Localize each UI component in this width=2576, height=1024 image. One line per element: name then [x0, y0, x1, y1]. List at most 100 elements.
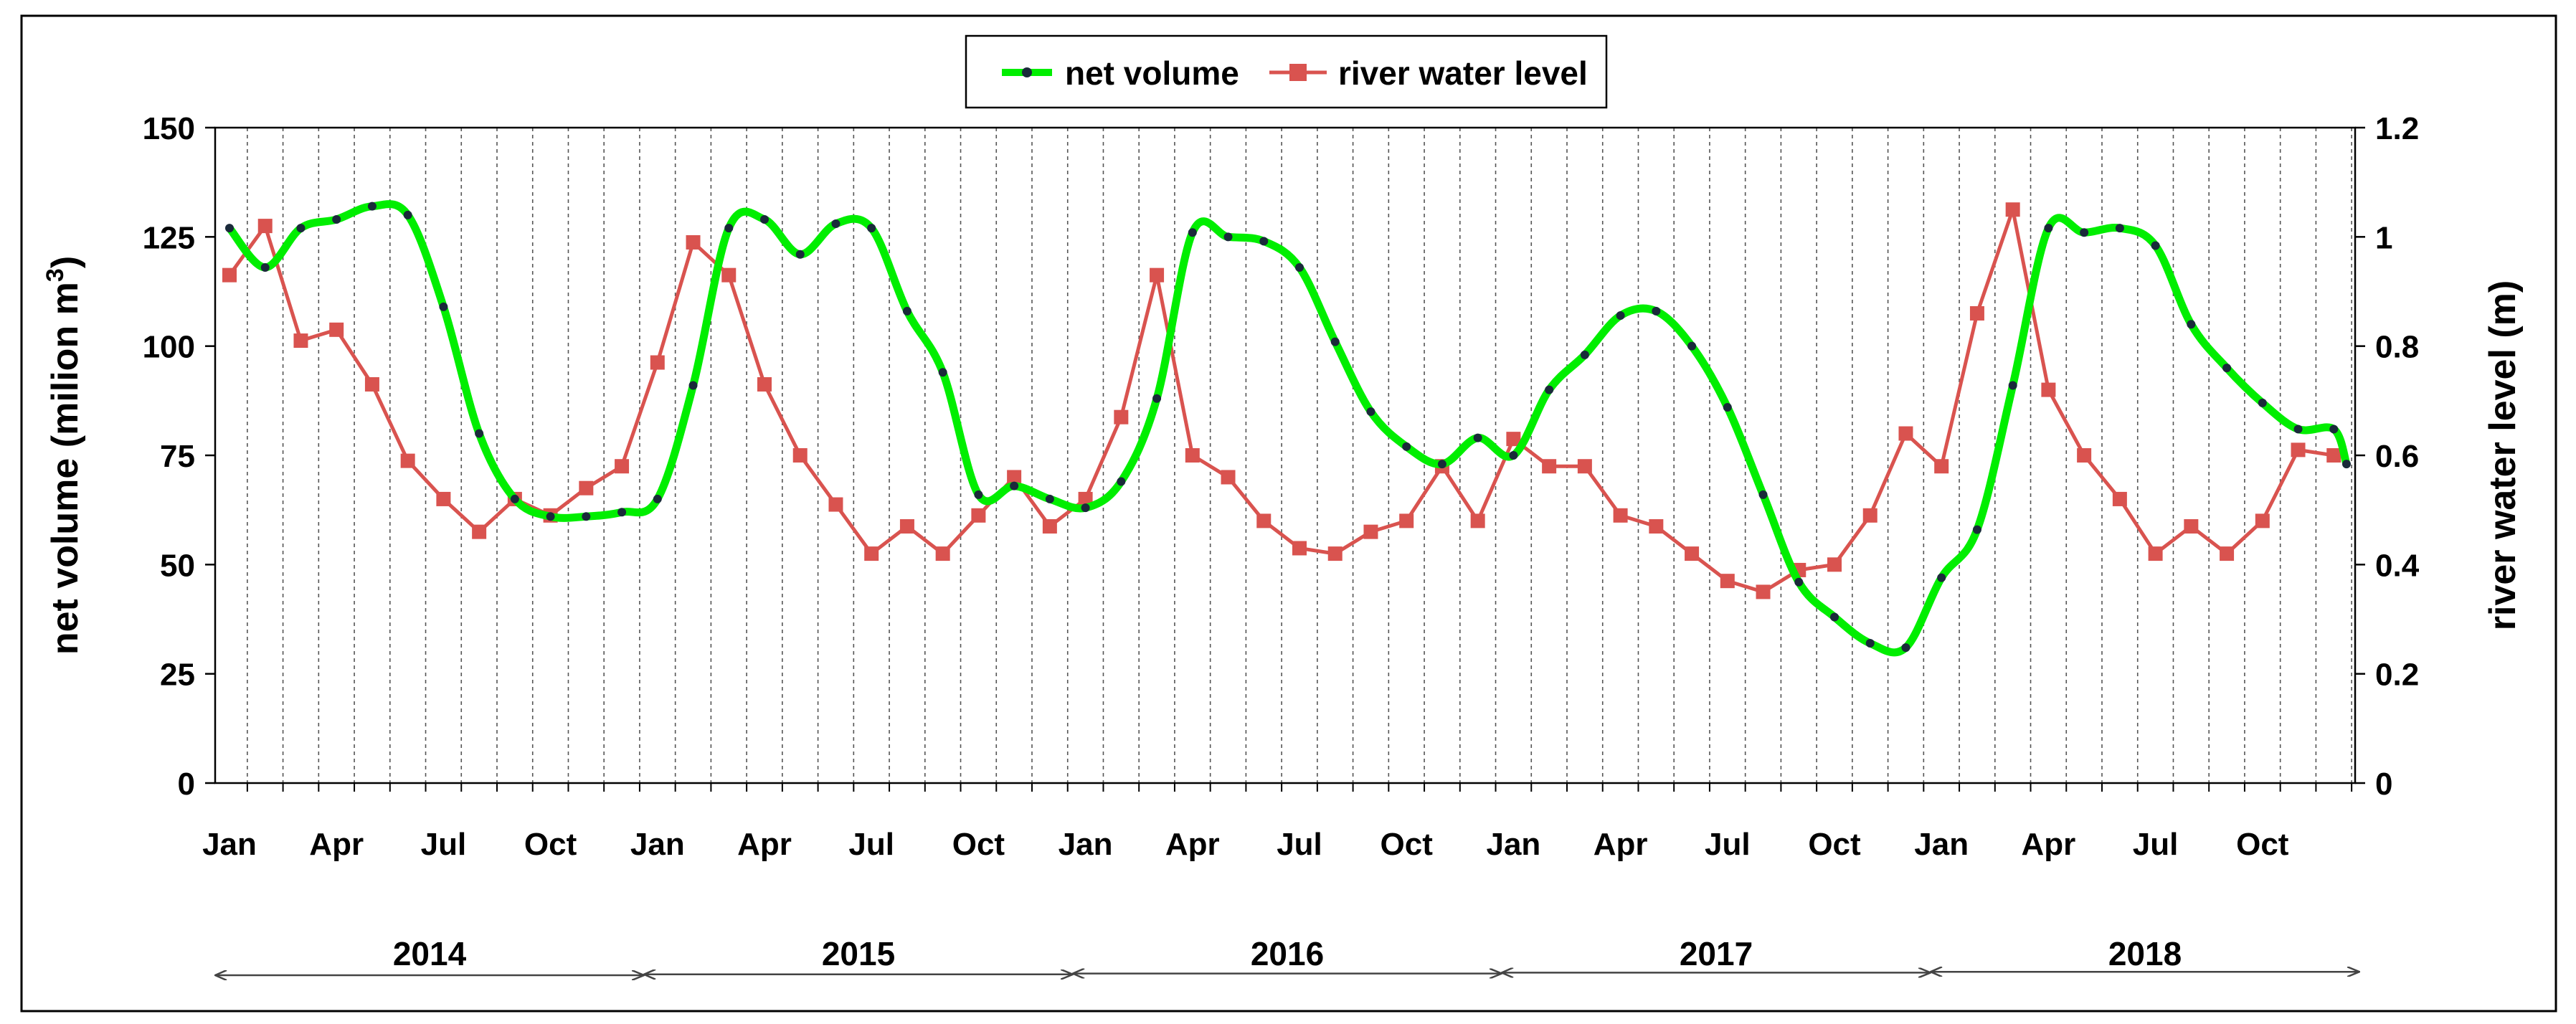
net-volume-point [296, 224, 306, 233]
net-volume-point [1081, 503, 1090, 513]
legend-river-level-marker [1289, 64, 1307, 81]
series-layer [222, 200, 2351, 657]
river-water-level-point [1221, 470, 1236, 485]
x-tick-label: Jul [421, 827, 467, 862]
river-water-level-point [1292, 541, 1307, 556]
legend-net-volume-marker [1022, 67, 1032, 77]
net-volume-point [546, 512, 555, 521]
river-water-level-point [1256, 513, 1272, 528]
year-label: 2014 [393, 935, 467, 972]
river-water-level-point [1649, 519, 1664, 534]
legend: net volume river water level [965, 34, 1608, 109]
river-water-level-point [1862, 508, 1877, 523]
y2-tick-label: 0.4 [2375, 548, 2420, 583]
net-volume-point [831, 219, 840, 229]
net-volume-point [439, 302, 448, 311]
river-water-level-point [899, 519, 914, 534]
x-tick-label: Jul [2133, 827, 2179, 862]
river-water-level-point [1756, 584, 1771, 599]
net-volume-point [1901, 643, 1910, 653]
y2-tick-label: 0.6 [2375, 439, 2419, 474]
net-volume-point [2342, 460, 2351, 469]
net-volume-point [1295, 262, 1304, 272]
net-volume-point [1616, 311, 1625, 321]
river-water-level-point [1185, 448, 1200, 463]
x-tick-label: Oct [524, 827, 577, 862]
x-tick-label: Apr [309, 827, 364, 862]
net-volume-point [2293, 425, 2303, 434]
net-volume-line [226, 200, 2351, 657]
x-tick-label: Jan [202, 827, 257, 862]
river-water-level-point [1007, 470, 1022, 485]
y-axis-title-superscript: 3 [42, 268, 69, 282]
x-tick-label: Jul [1705, 827, 1751, 862]
river-water-level-point [1399, 513, 1414, 528]
net-volume-point [1758, 490, 1768, 499]
net-volume-point [1652, 306, 1661, 316]
net-volume-point [1152, 394, 1162, 403]
net-volume-point [510, 494, 519, 503]
net-volume-point [902, 306, 911, 316]
x-tick-label: Apr [737, 827, 792, 862]
river-water-level-point [364, 376, 379, 392]
river-water-level-point [757, 376, 772, 392]
net-volume-point [1045, 494, 1054, 503]
net-volume-point [2187, 320, 2196, 329]
x-tick-label: Oct [1381, 827, 1434, 862]
river-water-level-point [1613, 508, 1628, 523]
river-water-level-point [1898, 426, 1913, 441]
chart-frame [20, 14, 2557, 1013]
x-tick-label: Jan [1486, 827, 1540, 862]
net-volume-point [225, 224, 234, 233]
y-tick-label: 150 [143, 111, 195, 146]
legend-river-level-label: river water level [1338, 54, 1588, 92]
river-water-level-point [1577, 459, 1592, 474]
river-water-level-point [1969, 305, 1984, 321]
river-water-level-point [864, 546, 879, 561]
net-volume-point [653, 494, 662, 503]
river-water-level-point [436, 491, 451, 506]
river-water-level-point [650, 355, 665, 370]
river-water-level-point [2220, 546, 2235, 561]
net-volume-point [1972, 525, 1981, 534]
y-tick-label: 125 [143, 220, 195, 255]
river-water-level-point [579, 480, 594, 496]
river-water-level-point [472, 524, 487, 539]
river-water-level-point [2005, 202, 2020, 217]
x-tick-label: Oct [1808, 827, 1861, 862]
net-volume-point [1402, 442, 1411, 451]
net-volume-point [760, 214, 769, 224]
river-water-level-point [1114, 409, 1129, 425]
grid-lines [247, 128, 2352, 783]
net-volume-point [260, 262, 270, 272]
x-tick-label: Jul [1277, 827, 1322, 862]
river-water-level-point [721, 267, 737, 283]
river-water-level-point [615, 459, 630, 474]
x-tick-label: Apr [2022, 827, 2076, 862]
right-axis: 0 0.2 0.4 0.6 0.8 1 1.2 [2355, 111, 2420, 802]
year-label: 2016 [1251, 935, 1324, 972]
year-brackets: 2014 2015 2016 2017 2018 [215, 935, 2359, 975]
y2-tick-label: 1 [2375, 220, 2392, 255]
river-water-level-point [2184, 519, 2199, 534]
net-volume-point [1259, 237, 1269, 246]
y2-tick-label: 0.8 [2375, 330, 2419, 365]
y-tick-label: 75 [160, 439, 195, 474]
legend-net-volume-label: net volume [1065, 54, 1239, 92]
net-volume-point [1794, 577, 1804, 587]
year-label: 2018 [2108, 935, 2182, 972]
year-label: 2015 [822, 935, 895, 972]
net-volume-point [1580, 350, 1589, 359]
net-volume-point [1687, 341, 1697, 351]
river-water-level-point [1720, 574, 1735, 589]
river-water-level-point [1327, 546, 1343, 561]
river-water-level-point [1934, 459, 1949, 474]
plot-area: 0 25 50 75 100 125 150 0 0.2 0.4 0.6 0.8 1 1.2 Jan Ap… [143, 111, 2420, 862]
net-volume-point [795, 250, 805, 259]
y-axis-title-close: ) [44, 256, 86, 268]
river-water-level-point [828, 497, 843, 512]
y2-tick-label: 0.2 [2375, 658, 2419, 693]
net-volume-point [938, 368, 947, 377]
river-water-level-point [400, 453, 415, 468]
river-water-level-point [935, 546, 950, 561]
